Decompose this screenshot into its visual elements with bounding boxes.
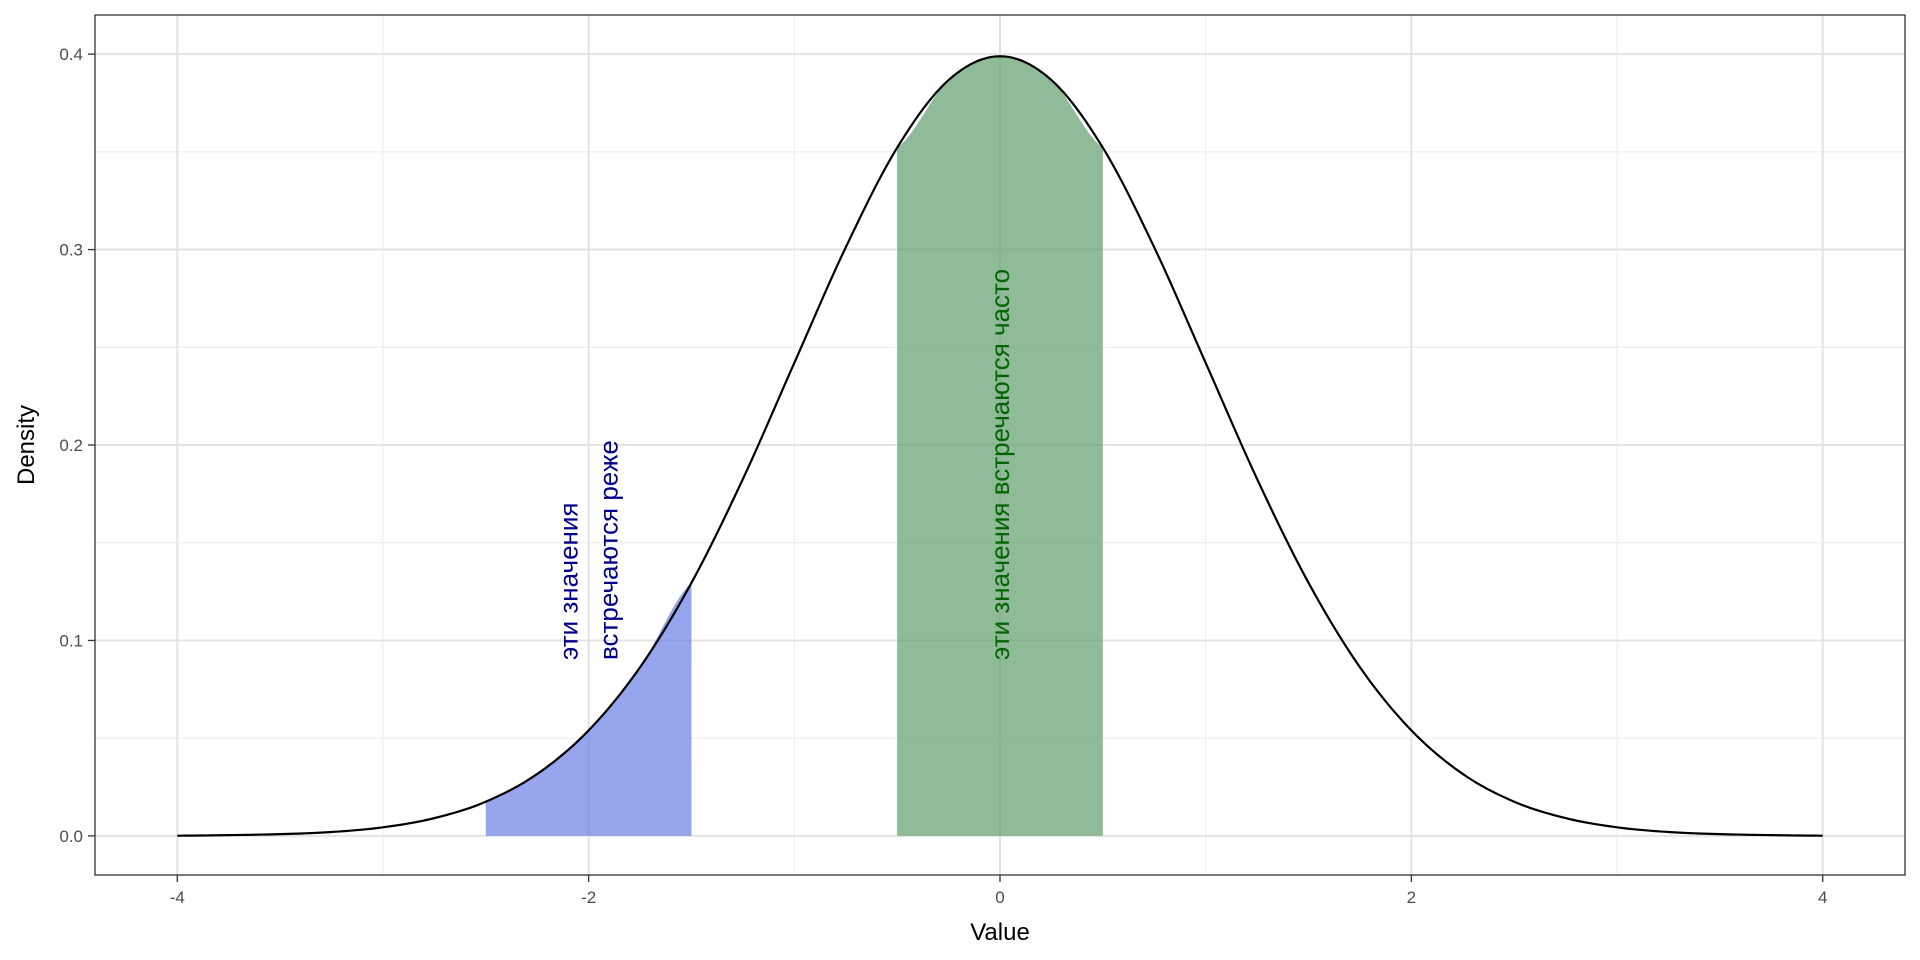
annotations: эти значения встречаются реже эти значения… [554,269,1015,660]
annotation-line: встречаются реже [594,440,624,660]
y-tick-label: 0.2 [59,436,83,455]
y-tick-label: 0.1 [59,631,83,650]
x-tick-label: 0 [995,888,1004,907]
annotation-line: эти значения встречаются часто [985,269,1015,660]
density-curve [177,55,1823,837]
y-tick-label: 0.4 [59,45,83,64]
y-tick-label: 0.3 [59,241,83,260]
y-axis-title: Density [13,405,40,485]
annotation-0: эти значения встречаются реже [554,440,624,660]
x-tick-label: -4 [170,888,185,907]
shaded-areas [485,56,1103,836]
y-tick-label: 0.0 [59,827,83,846]
shaded-area-1 [485,582,692,836]
y-axis: 0.0 0.1 0.2 0.3 0.4 [59,45,95,846]
x-tick-label: 4 [1818,888,1827,907]
x-tick-label: -2 [581,888,596,907]
annotation-1: эти значения встречаются часто [985,269,1015,660]
shaded-area-2 [897,56,1103,836]
x-axis: -4 -2 0 2 4 [170,875,1827,907]
density-curve-layer [177,55,1823,837]
annotation-line: эти значения [554,503,584,661]
x-axis-title: Value [970,919,1030,946]
x-tick-label: 2 [1407,888,1416,907]
